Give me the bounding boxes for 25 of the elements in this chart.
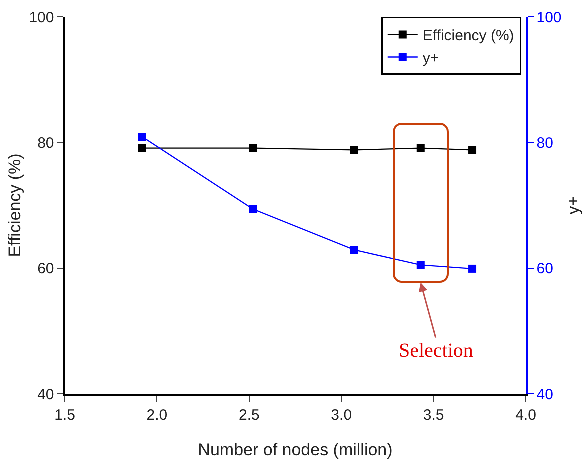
x-tick-label: 2.5 bbox=[238, 406, 260, 424]
y-tick-label: 60 bbox=[38, 260, 54, 278]
y-tick-label: 100 bbox=[29, 9, 54, 26]
point bbox=[350, 246, 359, 254]
y-axis-title: Efficiency (%) bbox=[6, 154, 24, 258]
y-tick-label: 40 bbox=[38, 386, 54, 404]
point bbox=[468, 264, 477, 273]
annotation: Selection bbox=[399, 340, 474, 362]
x-tick-label: 4.0 bbox=[516, 406, 536, 424]
y2-axis-title: y+ bbox=[564, 196, 583, 215]
y2-tick-label: 80 bbox=[536, 134, 554, 152]
x-axis-title: Number of nodes (million) bbox=[198, 440, 393, 460]
x-tick-label: 3.0 bbox=[331, 406, 352, 424]
legend-label: Efficiency (%) bbox=[422, 28, 514, 45]
y2-tick-label: 40 bbox=[536, 386, 554, 404]
y2-tick-label: 60 bbox=[536, 260, 554, 278]
x-tick-label: 3.5 bbox=[423, 406, 444, 424]
point bbox=[138, 133, 146, 142]
point bbox=[416, 261, 425, 270]
x-tick-label: 2.0 bbox=[146, 406, 168, 424]
y2-tick-label: 100 bbox=[536, 9, 562, 26]
x-tick-label: 1.5 bbox=[54, 406, 76, 424]
point bbox=[249, 205, 258, 214]
y-tick-label: 80 bbox=[38, 134, 54, 152]
legend-label: y+ bbox=[422, 50, 440, 68]
